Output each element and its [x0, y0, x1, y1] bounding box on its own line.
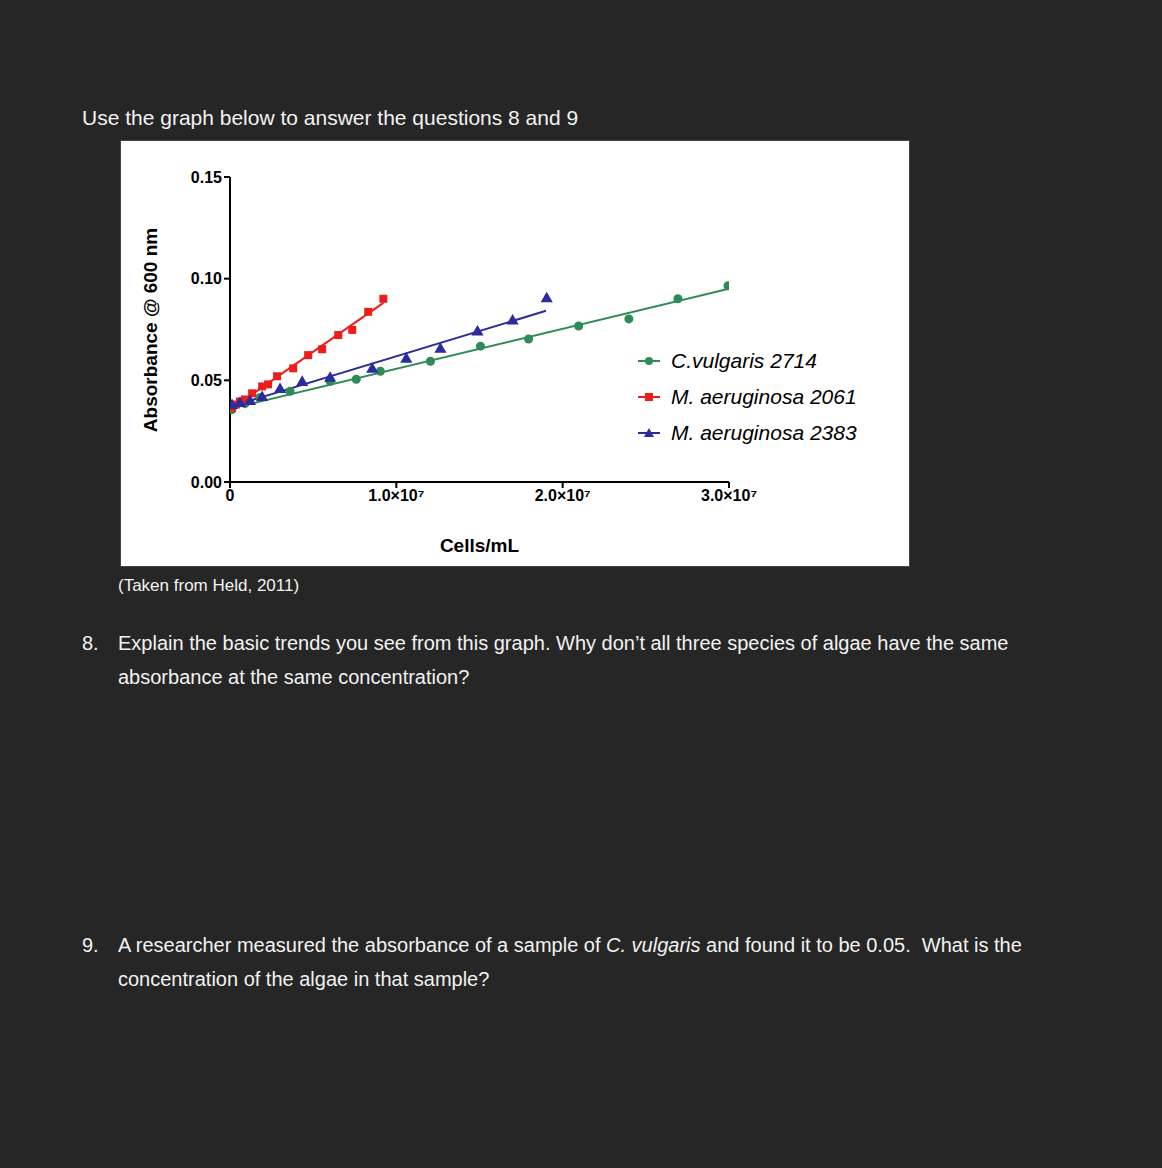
- html-text:C.vulgaris 2714: C.vulgaris 2714: [671, 349, 817, 372]
- html-text:9.: 9.: [82, 934, 99, 956]
- svg-text:Cells/mL: Cells/mL: [440, 535, 520, 556]
- svg-text:0: 0: [226, 487, 235, 504]
- svg-text:0.00: 0.00: [191, 474, 222, 491]
- html-text:concentration of the algae in: concentration of the algae in that sampl…: [118, 968, 490, 990]
- html-text:M. aeruginosa 2383: M. aeruginosa 2383: [671, 421, 857, 444]
- html-text:Explain the basic trends you s: Explain the basic trends you see from th…: [118, 632, 1009, 654]
- html-text:(Taken from Held, 2011): (Taken from Held, 2011): [118, 576, 300, 595]
- svg-text:0.10: 0.10: [191, 270, 222, 287]
- svg-text:0.05: 0.05: [191, 372, 222, 389]
- html-text:Absorbance @ 600 nm: Absorbance @ 600 nm: [140, 227, 161, 432]
- html-text:A researcher measured the abso: A researcher measured the absorbance of …: [118, 934, 1022, 956]
- html-text:absorbance at the same concent: absorbance at the same concentration?: [118, 666, 470, 688]
- html-text:Use the graph below to answer: Use the graph below to answer the questi…: [82, 106, 579, 129]
- svg-text:2.0×10⁷: 2.0×10⁷: [535, 487, 591, 504]
- svg-text:3.0×10⁷: 3.0×10⁷: [701, 487, 757, 504]
- svg-text:0.15: 0.15: [191, 169, 222, 186]
- html-text:8.: 8.: [82, 632, 99, 654]
- html-text:M. aeruginosa 2061: M. aeruginosa 2061: [671, 385, 857, 408]
- svg-text:1.0×10⁷: 1.0×10⁷: [368, 487, 424, 504]
